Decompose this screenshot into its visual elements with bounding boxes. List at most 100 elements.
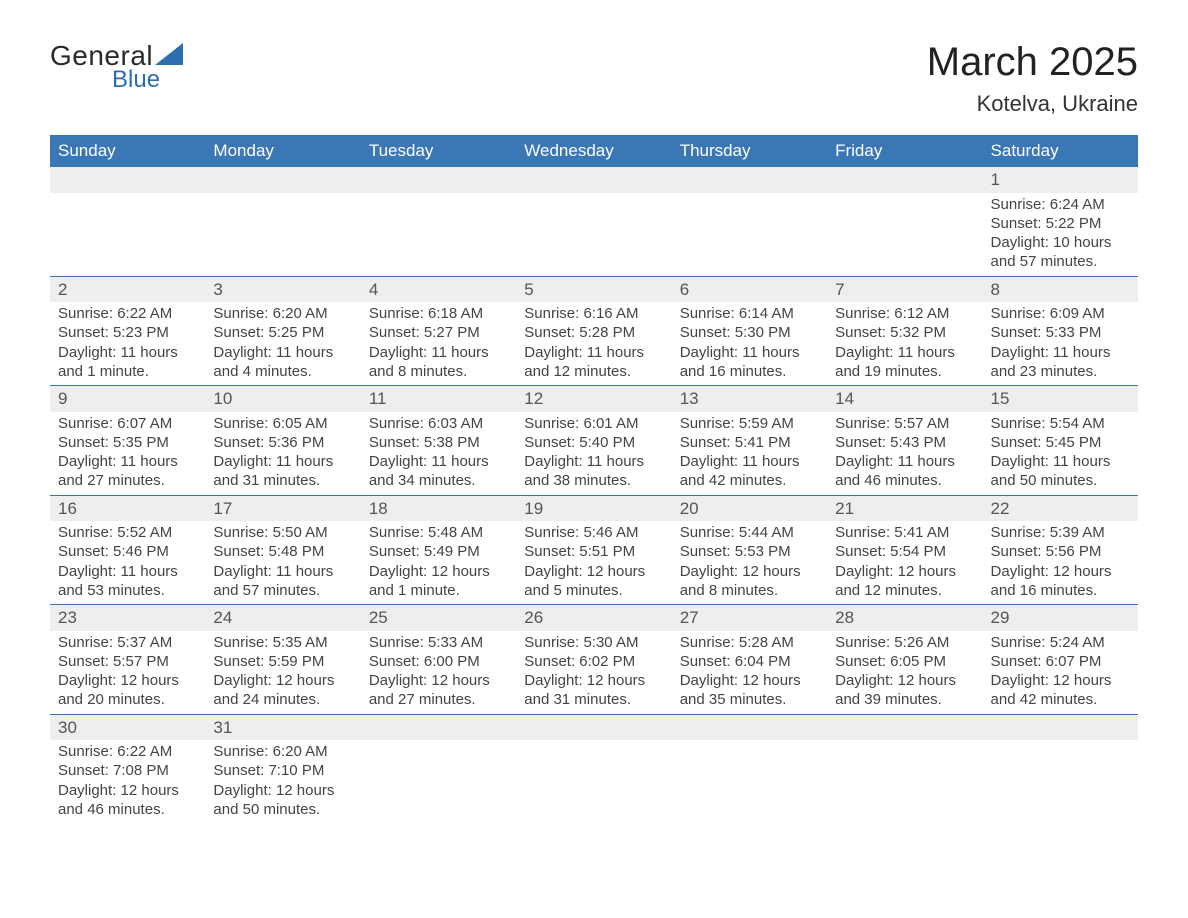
day-details-row: Sunrise: 5:37 AMSunset: 5:57 PMDaylight:…	[50, 631, 1138, 714]
day-details-cell: Sunrise: 6:20 AMSunset: 7:10 PMDaylight:…	[205, 740, 360, 823]
day-details-cell: Sunrise: 5:35 AMSunset: 5:59 PMDaylight:…	[205, 631, 360, 714]
day-number-cell	[205, 167, 360, 193]
day-details-cell	[361, 193, 516, 276]
day-d2: and 50 minutes.	[991, 471, 1130, 490]
day-sr: Sunrise: 5:26 AM	[835, 633, 974, 652]
weekday-header: Thursday	[672, 135, 827, 167]
day-d2: and 12 minutes.	[835, 581, 974, 600]
weekday-header: Tuesday	[361, 135, 516, 167]
day-number-row: 9101112131415	[50, 386, 1138, 412]
day-number-row: 23242526272829	[50, 605, 1138, 631]
day-details-cell: Sunrise: 5:50 AMSunset: 5:48 PMDaylight:…	[205, 521, 360, 604]
day-number-row: 16171819202122	[50, 495, 1138, 521]
day-d1: Daylight: 12 hours	[58, 671, 197, 690]
day-d2: and 57 minutes.	[213, 581, 352, 600]
day-number-cell: 5	[516, 276, 671, 302]
title-block: March 2025 Kotelva, Ukraine	[927, 40, 1138, 117]
day-sr: Sunrise: 5:33 AM	[369, 633, 508, 652]
day-ss: Sunset: 6:07 PM	[991, 652, 1130, 671]
day-sr: Sunrise: 6:18 AM	[369, 304, 508, 323]
day-sr: Sunrise: 6:22 AM	[58, 304, 197, 323]
day-sr: Sunrise: 5:59 AM	[680, 414, 819, 433]
day-details-cell: Sunrise: 6:16 AMSunset: 5:28 PMDaylight:…	[516, 302, 671, 385]
day-number-cell: 13	[672, 386, 827, 412]
day-ss: Sunset: 6:00 PM	[369, 652, 508, 671]
day-d1: Daylight: 12 hours	[369, 671, 508, 690]
day-sr: Sunrise: 6:20 AM	[213, 304, 352, 323]
day-d1: Daylight: 12 hours	[213, 671, 352, 690]
day-number-cell: 27	[672, 605, 827, 631]
day-sr: Sunrise: 6:05 AM	[213, 414, 352, 433]
day-d2: and 16 minutes.	[680, 362, 819, 381]
day-d2: and 20 minutes.	[58, 690, 197, 709]
day-number-cell	[827, 167, 982, 193]
day-d1: Daylight: 11 hours	[524, 343, 663, 362]
header: General Blue March 2025 Kotelva, Ukraine	[50, 40, 1138, 117]
day-ss: Sunset: 5:57 PM	[58, 652, 197, 671]
day-details-cell	[827, 193, 982, 276]
day-ss: Sunset: 5:41 PM	[680, 433, 819, 452]
day-d1: Daylight: 11 hours	[524, 452, 663, 471]
day-number-cell: 17	[205, 495, 360, 521]
day-details-cell	[205, 193, 360, 276]
location-label: Kotelva, Ukraine	[927, 91, 1138, 117]
day-number-cell	[516, 714, 671, 740]
day-number-cell: 29	[983, 605, 1138, 631]
day-sr: Sunrise: 6:09 AM	[991, 304, 1130, 323]
day-d2: and 27 minutes.	[58, 471, 197, 490]
day-number-cell	[827, 714, 982, 740]
day-details-cell	[983, 740, 1138, 823]
day-d2: and 42 minutes.	[680, 471, 819, 490]
day-number-cell: 23	[50, 605, 205, 631]
day-number-cell	[672, 167, 827, 193]
day-ss: Sunset: 5:22 PM	[991, 214, 1130, 233]
day-d1: Daylight: 12 hours	[835, 562, 974, 581]
day-d1: Daylight: 11 hours	[213, 343, 352, 362]
day-ss: Sunset: 6:05 PM	[835, 652, 974, 671]
day-details-cell: Sunrise: 5:37 AMSunset: 5:57 PMDaylight:…	[50, 631, 205, 714]
day-sr: Sunrise: 5:39 AM	[991, 523, 1130, 542]
day-sr: Sunrise: 6:20 AM	[213, 742, 352, 761]
day-d1: Daylight: 11 hours	[680, 343, 819, 362]
day-details-cell	[361, 740, 516, 823]
day-details-cell	[516, 740, 671, 823]
day-d1: Daylight: 11 hours	[991, 343, 1130, 362]
day-d1: Daylight: 12 hours	[680, 671, 819, 690]
day-details-cell: Sunrise: 6:05 AMSunset: 5:36 PMDaylight:…	[205, 412, 360, 495]
day-d1: Daylight: 11 hours	[835, 452, 974, 471]
day-details-cell: Sunrise: 5:28 AMSunset: 6:04 PMDaylight:…	[672, 631, 827, 714]
day-ss: Sunset: 7:08 PM	[58, 761, 197, 780]
day-sr: Sunrise: 5:46 AM	[524, 523, 663, 542]
day-details-cell: Sunrise: 6:24 AMSunset: 5:22 PMDaylight:…	[983, 193, 1138, 276]
day-d2: and 50 minutes.	[213, 800, 352, 819]
day-details-cell: Sunrise: 6:01 AMSunset: 5:40 PMDaylight:…	[516, 412, 671, 495]
day-number-row: 3031	[50, 714, 1138, 740]
day-d1: Daylight: 12 hours	[524, 671, 663, 690]
day-details-cell: Sunrise: 5:59 AMSunset: 5:41 PMDaylight:…	[672, 412, 827, 495]
day-details-cell: Sunrise: 5:24 AMSunset: 6:07 PMDaylight:…	[983, 631, 1138, 714]
day-details-cell	[672, 740, 827, 823]
day-number-row: 1	[50, 167, 1138, 193]
day-d2: and 19 minutes.	[835, 362, 974, 381]
day-d1: Daylight: 11 hours	[369, 452, 508, 471]
day-details-cell: Sunrise: 6:09 AMSunset: 5:33 PMDaylight:…	[983, 302, 1138, 385]
day-details-cell: Sunrise: 5:44 AMSunset: 5:53 PMDaylight:…	[672, 521, 827, 604]
day-ss: Sunset: 5:27 PM	[369, 323, 508, 342]
day-number-cell: 14	[827, 386, 982, 412]
day-sr: Sunrise: 5:52 AM	[58, 523, 197, 542]
logo-text-blue: Blue	[112, 66, 160, 94]
day-details-cell: Sunrise: 6:22 AMSunset: 7:08 PMDaylight:…	[50, 740, 205, 823]
day-d2: and 46 minutes.	[835, 471, 974, 490]
day-details-cell: Sunrise: 6:03 AMSunset: 5:38 PMDaylight:…	[361, 412, 516, 495]
day-details-cell: Sunrise: 6:22 AMSunset: 5:23 PMDaylight:…	[50, 302, 205, 385]
day-ss: Sunset: 5:49 PM	[369, 542, 508, 561]
day-sr: Sunrise: 5:41 AM	[835, 523, 974, 542]
day-number-cell: 16	[50, 495, 205, 521]
day-sr: Sunrise: 6:07 AM	[58, 414, 197, 433]
day-sr: Sunrise: 5:30 AM	[524, 633, 663, 652]
day-ss: Sunset: 7:10 PM	[213, 761, 352, 780]
day-d2: and 23 minutes.	[991, 362, 1130, 381]
day-sr: Sunrise: 5:54 AM	[991, 414, 1130, 433]
day-number-cell: 6	[672, 276, 827, 302]
day-sr: Sunrise: 6:03 AM	[369, 414, 508, 433]
